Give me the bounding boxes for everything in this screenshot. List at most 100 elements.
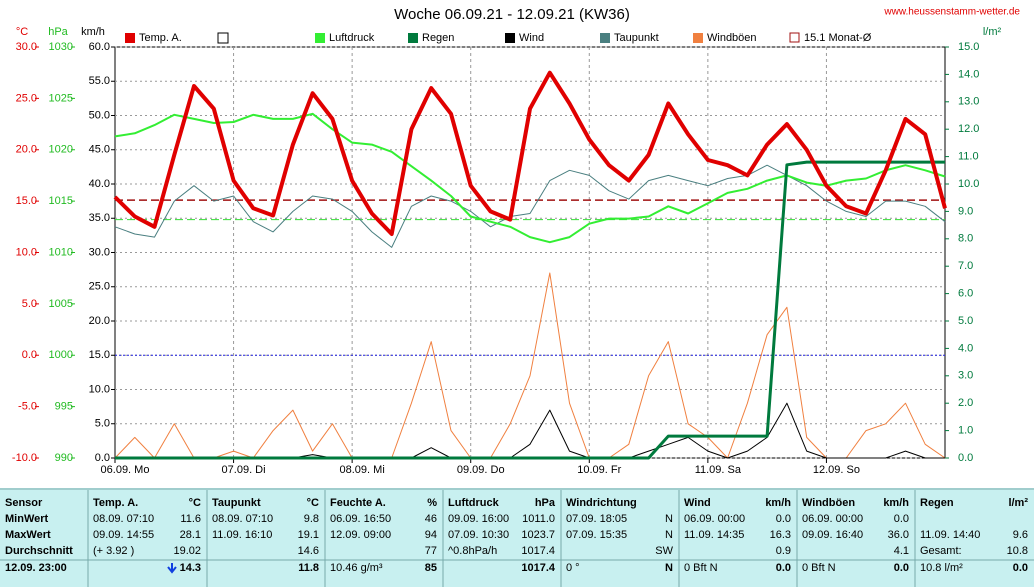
y-tick-label: 10.0	[958, 178, 979, 190]
legend-label: Windböen	[707, 32, 757, 44]
x-tick-label: 09.09. Do	[457, 464, 505, 476]
y-tick-label: 35.0	[89, 212, 110, 224]
x-tick-label: 06.09. Mo	[101, 464, 150, 476]
table-value: 19.1	[298, 529, 319, 541]
axis-unit: hPa	[48, 26, 68, 38]
y-tick-label: 2.0	[958, 397, 973, 409]
table-background	[0, 488, 1034, 587]
table-cell: 08.09. 07:10	[93, 513, 154, 525]
y-tick-label: 10.0	[89, 383, 110, 395]
table-value: 0.0	[894, 513, 909, 525]
table-value: 1011.0	[522, 513, 555, 525]
table-header: Feuchte A.	[330, 497, 386, 509]
y-tick-label: 45.0	[89, 144, 110, 156]
legend-label: Taupunkt	[614, 32, 659, 44]
table-cell: MaxWert	[5, 529, 51, 541]
legend-swatch	[125, 33, 135, 43]
y-tick-label: 11.0	[958, 151, 979, 163]
y-tick-label: 3.0	[958, 370, 973, 382]
y-tick-label: 5.0	[95, 418, 110, 430]
table-value: 0.0	[894, 562, 909, 574]
legend-label: Luftdruck	[329, 32, 375, 44]
table-unit: %	[427, 497, 437, 509]
y-tick-label: 13.0	[958, 96, 979, 108]
table-value: 77	[425, 545, 437, 557]
table-unit: km/h	[883, 497, 909, 509]
axis-unit: km/h	[81, 26, 105, 38]
legend-label: 15.1 Monat-Ø	[804, 32, 872, 44]
y-tick-label: 8.0	[958, 233, 973, 245]
y-tick-label: 50.0	[89, 109, 110, 121]
table-value: 11.6	[180, 513, 201, 525]
y-tick-label: 40.0	[89, 178, 110, 190]
x-tick-label: 12.09. So	[813, 464, 860, 476]
table-unit: °C	[189, 497, 201, 509]
y-tick-label: 15.0	[16, 195, 37, 207]
table-header: Regen	[920, 497, 954, 509]
y-tick-label: 995	[55, 401, 73, 413]
y-tick-label: 12.0	[958, 123, 979, 135]
y-tick-label: 25.0	[89, 281, 110, 293]
y-tick-label: 0.0	[958, 452, 973, 464]
table-cell: ^0.8hPa/h	[448, 545, 497, 557]
table-value: 46	[425, 513, 437, 525]
y-tick-label: 15.0	[89, 349, 110, 361]
y-tick-label: 10.0	[16, 246, 37, 258]
y-tick-label: 1005	[49, 298, 73, 310]
y-tick-label: 0.0	[22, 349, 37, 361]
y-tick-label: 1.0	[958, 425, 973, 437]
chart-title: Woche 06.09.21 - 12.09.21 (KW36)	[394, 6, 630, 23]
table-value: 9.8	[304, 513, 319, 525]
table-cell: 11.09. 16:10	[212, 529, 272, 541]
legend-swatch	[789, 32, 800, 43]
table-unit: °C	[307, 497, 319, 509]
table-value: 19.02	[173, 545, 201, 557]
table-value: 1023.7	[521, 529, 555, 541]
y-tick-label: 20.0	[89, 315, 110, 327]
y-tick-label: 5.0	[22, 298, 37, 310]
table-cell: 06.09. 16:50	[330, 513, 391, 525]
table-value: N	[665, 513, 673, 525]
table-value: 0.0	[776, 562, 791, 574]
legend-label: Regen	[422, 32, 454, 44]
table-cell: 06.09. 00:00	[684, 513, 745, 525]
table-value: 14.3	[180, 562, 201, 574]
table-value: SW	[655, 545, 673, 557]
table-value: 11.8	[298, 562, 319, 574]
x-tick-label: 10.09. Fr	[577, 464, 621, 476]
table-cell: Durchschnitt	[5, 545, 73, 557]
y-tick-label: -5.0	[18, 401, 37, 413]
legend-label: Wind	[519, 32, 544, 44]
table-cell: 10.8 l/m²	[920, 562, 963, 574]
table-unit: l/m²	[1008, 497, 1028, 509]
table-value: 0.9	[776, 545, 791, 557]
table-unit: km/h	[765, 497, 791, 509]
y-tick-label: 9.0	[958, 205, 973, 217]
table-cell: Gesamt:	[920, 545, 962, 557]
axis-unit: l/m²	[983, 26, 1002, 38]
table-value: 9.6	[1013, 529, 1028, 541]
y-tick-label: 14.0	[958, 68, 979, 80]
y-tick-label: 990	[55, 452, 73, 464]
legend-swatch	[315, 33, 325, 43]
legend-blank-box	[217, 32, 229, 44]
x-tick-label: 08.09. Mi	[340, 464, 385, 476]
series-line	[113, 70, 947, 236]
y-tick-label: 25.0	[16, 92, 37, 104]
table-header: Taupunkt	[212, 497, 261, 509]
table-header: Temp. A.	[93, 497, 138, 509]
y-tick-label: 1010	[49, 246, 73, 258]
table-cell: 12.09. 09:00	[330, 529, 391, 541]
table-cell: 11.09. 14:40	[920, 529, 980, 541]
table-cell: 10.46 g/m³	[330, 562, 383, 574]
table-cell: 06.09. 00:00	[802, 513, 863, 525]
table-header: Luftdruck	[448, 497, 500, 509]
series-line	[115, 160, 945, 460]
table-value: 1017.4	[521, 545, 555, 557]
y-tick-label: 55.0	[89, 75, 110, 87]
y-tick-label: 4.0	[958, 342, 973, 354]
series-line	[114, 164, 946, 248]
y-tick-label: 0.0	[95, 452, 110, 464]
table-cell: MinWert	[5, 513, 49, 525]
y-tick-label: 1020	[49, 144, 73, 156]
